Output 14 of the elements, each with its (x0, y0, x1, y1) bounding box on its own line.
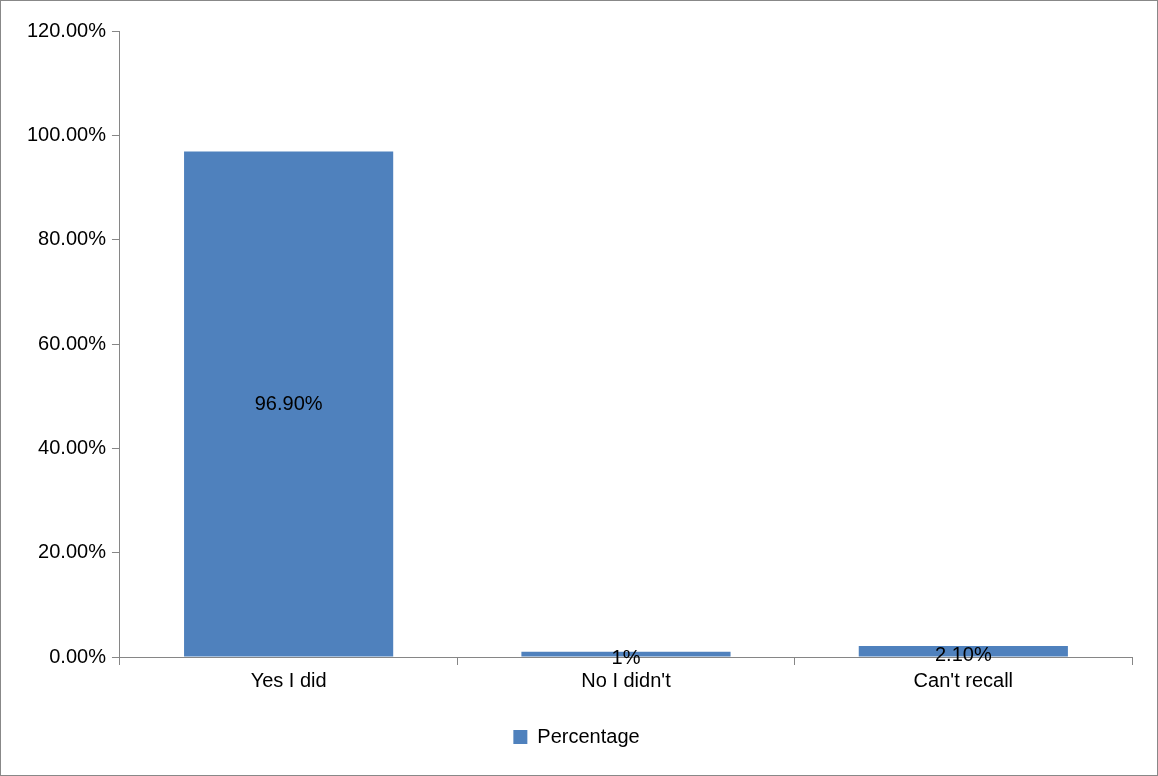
x-tick-label: Yes I did (250, 668, 327, 691)
legend-label: Percentage (537, 724, 640, 747)
y-tick-label: 40.00% (38, 435, 107, 458)
data-label: 96.90% (254, 391, 323, 414)
y-tick-label: 80.00% (38, 227, 107, 250)
y-tick-label: 20.00% (38, 540, 107, 563)
bar (184, 151, 394, 657)
y-tick-label: 0.00% (49, 644, 107, 667)
y-tick-label: 60.00% (38, 331, 107, 354)
y-tick-label: 120.00% (26, 18, 107, 41)
x-tick-label: No I didn't (581, 668, 672, 691)
data-label: 1% (611, 645, 641, 668)
y-tick-label: 100.00% (26, 122, 107, 145)
x-tick-label: Can't recall (913, 668, 1014, 691)
